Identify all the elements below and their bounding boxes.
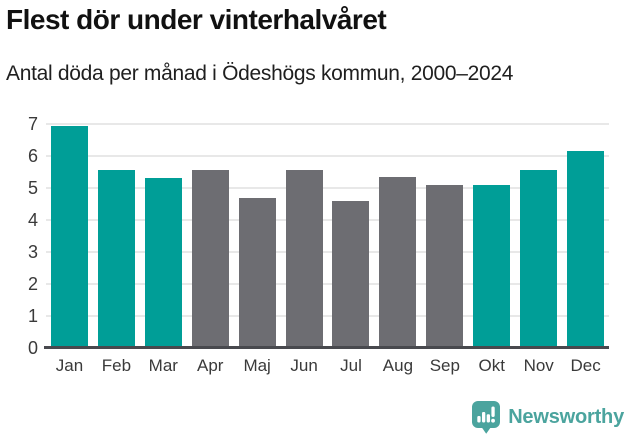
- x-axis-line: [44, 346, 609, 349]
- x-axis: Jan Feb Mar Apr Maj Jun Jul Aug Sep Okt Nov Dec: [46, 356, 609, 376]
- y-tick-label-5: 5: [27, 178, 38, 198]
- y-tick-label-4: 4: [27, 210, 38, 230]
- bar-dec: [567, 151, 605, 348]
- newsworthy-logo-icon: [472, 401, 501, 434]
- bar-slot-dec: [562, 116, 609, 348]
- x-tick-label-dec: Dec: [570, 356, 601, 375]
- bar-slot-mar: [140, 116, 187, 348]
- y-tick-label-1: 1: [27, 306, 38, 326]
- gridline-5: [46, 187, 609, 189]
- bar-maj: [238, 197, 276, 348]
- x-tick-label-maj: Maj: [243, 356, 271, 375]
- x-tick-label-jun: Jun: [290, 356, 318, 375]
- x-tick-label-okt: Okt: [478, 356, 505, 375]
- bar-mar: [144, 178, 182, 348]
- bar-slot-nov: [515, 116, 562, 348]
- gridline-7: [46, 123, 609, 125]
- x-tick-label-aug: Aug: [382, 356, 414, 375]
- bar-slot-jun: [281, 116, 328, 348]
- bar-slot-sep: [421, 116, 468, 348]
- y-tick-label-2: 2: [27, 274, 38, 294]
- bar-nov: [520, 170, 558, 348]
- bar-slot-maj: [234, 116, 281, 348]
- x-tick-label-feb: Feb: [101, 356, 132, 375]
- gridline-3: [46, 251, 609, 253]
- gridline-2: [46, 283, 609, 285]
- gridline-6: [46, 155, 609, 157]
- x-tick-label-jan: Jan: [55, 356, 84, 375]
- bar-aug: [379, 176, 417, 348]
- bar-slot-jan: [46, 116, 93, 348]
- gridline-4: [46, 219, 609, 221]
- bar-jan: [50, 125, 88, 348]
- bar-slot-okt: [468, 116, 515, 348]
- x-tick-label-nov: Nov: [523, 356, 554, 375]
- y-tick-label-3: 3: [27, 242, 38, 262]
- y-tick-label-0: 0: [27, 338, 38, 358]
- brand-footer: Newsworthy: [471, 400, 624, 435]
- y-axis: 0 1 2 3 4 5 6 7: [0, 114, 38, 358]
- x-tick-label-apr: Apr: [196, 356, 224, 375]
- chart-subtitle: Antal döda per månad i Ödeshögs kommun, …: [6, 62, 514, 85]
- y-tick-label-7: 7: [27, 114, 38, 134]
- brand-name: Newsworthy: [508, 406, 624, 428]
- plot-area: [44, 116, 609, 349]
- bar-jun: [285, 170, 323, 348]
- bar-feb: [97, 170, 135, 348]
- bars-group: [46, 116, 609, 348]
- bar-jul: [332, 200, 370, 348]
- bar-slot-aug: [374, 116, 421, 348]
- bar-okt: [473, 184, 511, 348]
- bar-apr: [191, 170, 229, 348]
- bar-sep: [426, 184, 464, 348]
- y-tick-label-6: 6: [27, 146, 38, 166]
- x-tick-label-jul: Jul: [340, 356, 362, 375]
- x-tick-label-sep: Sep: [429, 356, 460, 375]
- page-title: Flest dör under vinterhalvåret: [6, 4, 387, 35]
- bar-slot-feb: [93, 116, 140, 348]
- bar-slot-jul: [328, 116, 375, 348]
- bar-slot-apr: [187, 116, 234, 348]
- x-tick-label-mar: Mar: [148, 356, 178, 375]
- gridline-1: [46, 315, 609, 317]
